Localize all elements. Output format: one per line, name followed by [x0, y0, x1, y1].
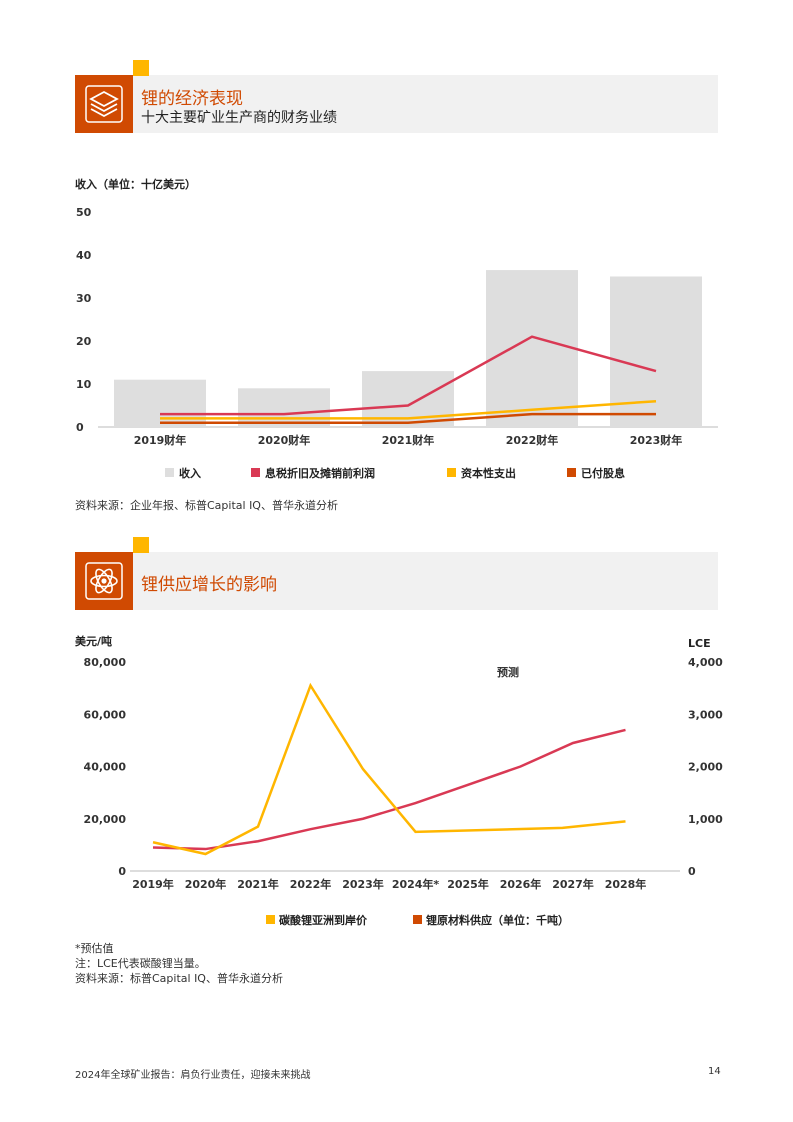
legend-label: 碳酸锂亚洲到岸价: [279, 913, 368, 927]
legend-swatch: [567, 468, 576, 477]
note-source: 资料来源：标普Capital IQ、普华永道分析: [75, 972, 283, 985]
y-right-tick-label: 1,000: [688, 813, 723, 826]
legend-label: 锂原材料供应（单位：千吨）: [426, 913, 569, 927]
y-left-tick-label: 40,000: [84, 761, 127, 774]
x-tick-label: 2021年: [237, 877, 279, 891]
section-title: 锂供应增长的影响: [141, 575, 277, 595]
lithium-supply-chart: 0 20,000 40,000 60,000 80,000 0 1,000 2,000 3,00…: [84, 656, 724, 927]
y-left-tick-label: 20,000: [84, 813, 127, 826]
chart2-left-unit: 美元/吨: [75, 635, 113, 648]
y-tick-label: 50: [76, 206, 92, 219]
x-tick-label: 2022年: [290, 877, 332, 891]
x-tick-label: 2025年: [447, 877, 489, 891]
section-subtitle: 十大主要矿业生产商的财务业绩: [141, 110, 337, 126]
chart2-notes: *预估值 注：LCE代表碳酸锂当量。 资料来源：标普Capital IQ、普华永…: [75, 941, 283, 986]
y-left-tick-label: 80,000: [84, 656, 127, 669]
y-tick-label: 40: [76, 249, 92, 262]
legend-swatch: [447, 468, 456, 477]
legend-swatch: [413, 915, 422, 924]
revenue-chart: 0 10 20 30 40 50 2019财年 2020财年 2021财年 2022财年 2023财…: [76, 206, 718, 480]
section-header-economics: 锂的经济表现 十大主要矿业生产商的财务业绩: [75, 60, 718, 133]
line-price: [152, 682, 626, 856]
bar-revenue: [238, 388, 330, 427]
y-right-tick-label: 2,000: [688, 761, 723, 774]
note-estimate: *预估值: [75, 942, 114, 955]
y-tick-label: 20: [76, 335, 92, 348]
y-tick-label: 0: [76, 421, 84, 434]
y-right-tick-label: 3,000: [688, 708, 723, 721]
page-number: 14: [708, 1066, 721, 1077]
x-tick-label: 2020年: [185, 877, 227, 891]
y-right-tick-label: 0: [688, 865, 696, 878]
legend-swatch: [266, 915, 275, 924]
chart1-unit-label: 收入（单位：十亿美元）: [75, 178, 196, 191]
x-tick-label: 2027年: [552, 877, 594, 891]
forecast-label: 预测: [497, 665, 519, 679]
section-header-supply: 锂供应增长的影响: [75, 537, 718, 610]
section-title: 锂的经济表现: [141, 89, 243, 109]
x-tick-label: 2021财年: [382, 433, 435, 447]
note-lce: 注：LCE代表碳酸锂当量。: [75, 957, 206, 970]
line-supply: [152, 728, 626, 851]
bar-revenue: [114, 379, 206, 427]
y-left-tick-label: 0: [118, 865, 126, 878]
x-tick-label: 2023财年: [630, 433, 683, 447]
x-tick-label: 2019年: [132, 877, 174, 891]
x-tick-label: 2020财年: [258, 433, 311, 447]
legend-label: 资本性支出: [461, 466, 516, 480]
legend-swatch: [251, 468, 260, 477]
y-right-tick-label: 4,000: [688, 656, 723, 669]
legend-swatch: [165, 468, 174, 477]
x-tick-label: 2024年*: [392, 877, 440, 891]
line-series: [160, 412, 656, 424]
chart2-right-unit: LCE: [688, 637, 711, 650]
x-tick-label: 2019财年: [134, 433, 187, 447]
bar-revenue: [486, 270, 578, 427]
x-tick-label: 2022财年: [506, 433, 559, 447]
x-tick-label: 2026年: [500, 877, 542, 891]
y-tick-label: 10: [76, 378, 92, 391]
x-tick-label: 2028年: [605, 877, 647, 891]
y-tick-label: 30: [76, 292, 92, 305]
footer-text: 2024年全球矿业报告：肩负行业责任，迎接未来挑战: [75, 1070, 311, 1081]
y-left-tick-label: 60,000: [84, 708, 127, 721]
legend-label: 息税折旧及摊销前利润: [265, 466, 375, 480]
x-tick-label: 2023年: [342, 877, 384, 891]
line-series: [160, 399, 657, 420]
atom-icon: [75, 552, 133, 610]
legend-label: 收入: [179, 466, 201, 480]
stacked-layers-icon: [75, 75, 133, 133]
chart1-source: 资料来源：企业年报、标普Capital IQ、普华永道分析: [75, 499, 338, 512]
line-series: [160, 335, 657, 416]
header-accent-square: [133, 537, 149, 553]
legend-label: 已付股息: [581, 466, 625, 480]
header-accent-square: [133, 60, 149, 76]
